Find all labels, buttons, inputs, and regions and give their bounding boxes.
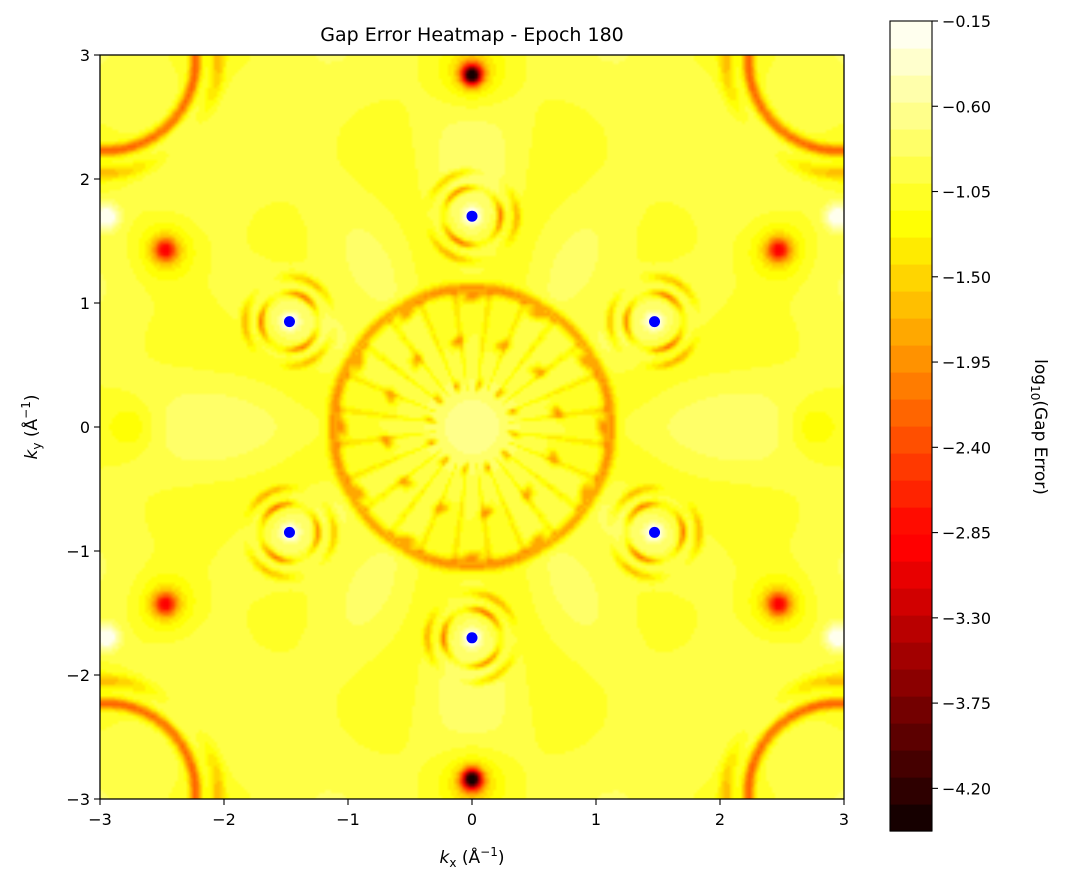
colorbar-tick-label: −1.50 xyxy=(942,268,991,287)
y-tick-label: 1 xyxy=(80,294,90,313)
dirac-point-marker xyxy=(283,526,295,538)
y-tick-label: −2 xyxy=(66,666,90,685)
x-label-unit: (Å xyxy=(456,846,480,868)
y-tick-label: 3 xyxy=(80,46,90,65)
colorbar-tick-label: −2.40 xyxy=(942,438,991,457)
y-tick-label: 2 xyxy=(80,170,90,189)
x-label-symbol: k xyxy=(440,848,451,868)
colorbar-segment xyxy=(890,156,932,184)
x-tick-label: 1 xyxy=(591,810,601,829)
y-label-unit: (Å xyxy=(20,418,42,442)
colorbar-tick-label: −1.05 xyxy=(942,183,991,202)
x-tick-label: 3 xyxy=(839,810,849,829)
dirac-point-marker xyxy=(466,210,478,222)
colorbar-segment xyxy=(890,615,932,643)
x-tick-label: 0 xyxy=(467,810,477,829)
colorbar-segment xyxy=(890,48,932,76)
chart-title: Gap Error Heatmap - Epoch 180 xyxy=(320,24,624,46)
x-label-exp: −1 xyxy=(480,845,498,859)
y-label-sub: y xyxy=(30,443,44,450)
colorbar-segment xyxy=(890,507,932,535)
x-axis-ticks: −3 −2 −1 0 1 2 3 xyxy=(88,799,849,829)
colorbar-ticks: −0.15 −0.60 −1.05 −1.50 −1.95 −2.40 −2.85 −3.30… xyxy=(932,12,991,798)
colorbar-tick-label: −1.95 xyxy=(942,353,991,372)
colorbar-segment xyxy=(890,318,932,346)
x-tick-label: −1 xyxy=(336,810,360,829)
dirac-point-marker xyxy=(283,316,295,328)
heatmap-image xyxy=(100,55,844,799)
colorbar-label-sub: 10 xyxy=(1028,385,1042,400)
colorbar-label: log10(Gap Error) xyxy=(1028,359,1050,495)
colorbar-segment xyxy=(890,75,932,103)
y-axis-ticks: −3 −2 −1 0 1 2 3 xyxy=(66,46,100,809)
colorbar-segment xyxy=(890,399,932,427)
colorbar-segment xyxy=(890,696,932,724)
x-tick-label: 2 xyxy=(715,810,725,829)
colorbar-segment xyxy=(890,210,932,238)
colorbar-segment xyxy=(890,777,932,805)
marker-layer xyxy=(283,210,661,644)
dirac-point-marker xyxy=(649,526,661,538)
colorbar-segment xyxy=(890,372,932,400)
heatmap-area xyxy=(100,55,844,799)
colorbar-segment xyxy=(890,750,932,778)
colorbar-segment xyxy=(890,480,932,508)
colorbar-label-prefix: log xyxy=(1030,359,1050,385)
x-tick-label: −2 xyxy=(212,810,236,829)
colorbar-tick-label: −0.60 xyxy=(942,97,991,116)
colorbar-segment xyxy=(890,21,932,49)
colorbar xyxy=(890,21,932,832)
colorbar-tick-label: −3.75 xyxy=(942,694,991,713)
colorbar-segment xyxy=(890,669,932,697)
colorbar-tick-label: −0.15 xyxy=(942,12,991,31)
x-axis-label: kx (Å−1) xyxy=(440,845,505,870)
y-tick-label: 0 xyxy=(80,418,90,437)
y-label-close: ) xyxy=(22,395,42,402)
y-label-exp: −1 xyxy=(19,401,33,419)
colorbar-segment xyxy=(890,534,932,562)
x-label-close: ) xyxy=(498,848,505,868)
colorbar-label-suffix: (Gap Error) xyxy=(1030,400,1050,495)
y-axis-label: ky (Å−1) xyxy=(19,395,44,460)
x-tick-label: −3 xyxy=(88,810,112,829)
colorbar-tick-label: −2.85 xyxy=(942,524,991,543)
dirac-point-marker xyxy=(466,632,478,644)
colorbar-segment xyxy=(890,804,932,832)
colorbar-segment xyxy=(890,264,932,292)
y-label-symbol: k xyxy=(22,448,42,459)
colorbar-frame xyxy=(889,20,933,832)
colorbar-segment xyxy=(890,183,932,211)
colorbar-segment xyxy=(890,237,932,265)
colorbar-segment xyxy=(890,102,932,130)
y-tick-label: −3 xyxy=(66,790,90,809)
colorbar-segment xyxy=(890,723,932,751)
colorbar-segment xyxy=(890,561,932,589)
colorbar-segment xyxy=(890,588,932,616)
colorbar-segment xyxy=(890,129,932,157)
colorbar-tick-label: −4.20 xyxy=(942,779,991,798)
colorbar-segment xyxy=(890,291,932,319)
y-tick-label: −1 xyxy=(66,542,90,561)
colorbar-tick-label: −3.30 xyxy=(942,609,991,628)
dirac-point-marker xyxy=(649,316,661,328)
colorbar-segment xyxy=(890,642,932,670)
colorbar-segment xyxy=(890,345,932,373)
colorbar-segment xyxy=(890,426,932,454)
x-label-sub: x xyxy=(449,856,456,870)
colorbar-segment xyxy=(890,453,932,481)
